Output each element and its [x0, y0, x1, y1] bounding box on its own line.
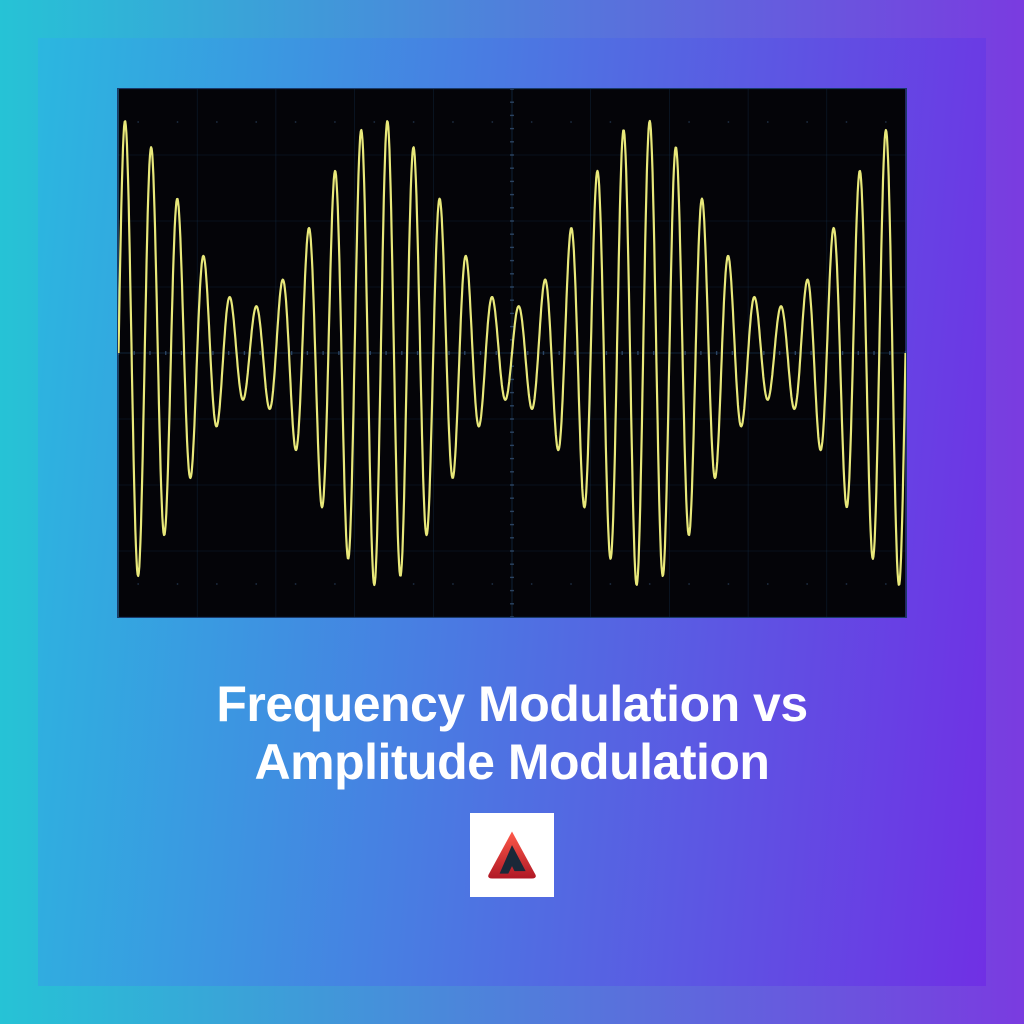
oscilloscope-panel	[117, 88, 907, 618]
inner-panel: Frequency Modulation vs Amplitude Modula…	[38, 38, 986, 986]
outer-frame: Frequency Modulation vs Amplitude Modula…	[0, 0, 1024, 1024]
title-line-2: Amplitude Modulation	[255, 734, 770, 790]
title-heading: Frequency Modulation vs Amplitude Modula…	[216, 676, 807, 791]
title-line-1: Frequency Modulation vs	[216, 676, 807, 732]
logo-box	[470, 813, 554, 897]
waveform-svg	[118, 89, 906, 617]
logo-icon	[481, 824, 543, 886]
